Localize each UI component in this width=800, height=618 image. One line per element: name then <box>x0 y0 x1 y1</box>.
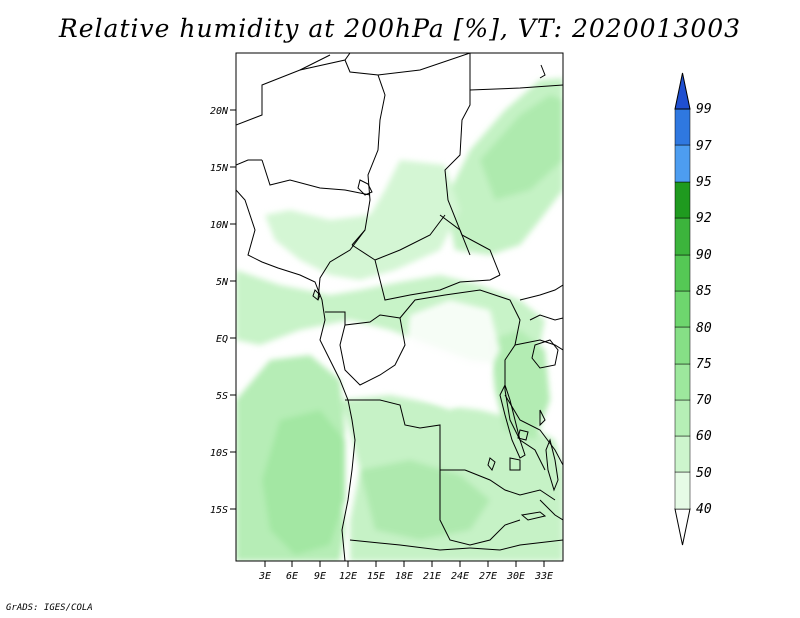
country-borders <box>236 53 563 561</box>
colorbar-label-60: 60 <box>696 429 712 444</box>
lon-label-15e: 15E <box>367 571 385 582</box>
lon-label-12e: 12E <box>339 571 357 582</box>
lon-label-9e: 9E <box>314 571 326 582</box>
colorbar-top-triangle <box>674 72 691 110</box>
colorbar-bottom-triangle <box>674 508 691 546</box>
coastline-west <box>236 189 356 561</box>
lon-label-3e: 3E <box>258 571 271 582</box>
humidity-region-central <box>265 160 460 280</box>
lat-label-eq: EQ <box>216 334 228 345</box>
lon-label-6e: 6E <box>286 571 298 582</box>
colorbar-label-50: 50 <box>696 466 712 481</box>
colorbar-segment-70 <box>674 363 691 401</box>
lake-victoria <box>531 339 559 369</box>
lake-tanganyika <box>499 383 526 459</box>
colorbar-segment-95 <box>674 144 691 183</box>
humidity-region-northeast-core <box>480 95 563 200</box>
humidity-region-lakes <box>490 330 550 440</box>
colorbar-segment-90 <box>674 217 691 256</box>
colorbar-label-40: 40 <box>696 502 712 517</box>
lat-label-10s: 10S <box>210 448 228 459</box>
lat-label-5s: 5S <box>216 391 228 402</box>
colorbar-label-85: 85 <box>696 284 712 299</box>
colorbar-segment-97 <box>674 108 691 146</box>
lon-label-30e: 30E <box>506 571 525 582</box>
colorbar-segment-75 <box>674 326 691 365</box>
humidity-region-far-south <box>360 460 490 540</box>
longitude-axis: 3E 6E 9E 12E 15E 18E 21E 24E 27E 30E 33E <box>258 561 553 582</box>
lon-label-33e: 33E <box>534 571 553 582</box>
colorbar-label-80: 80 <box>696 321 712 336</box>
lake-malawi <box>545 438 559 492</box>
lon-label-24e: 24E <box>451 571 469 582</box>
humidity-region-south-core <box>262 410 345 555</box>
colorbar: 40 50 60 70 75 80 85 90 92 95 97 99 <box>674 72 712 546</box>
colorbar-label-97: 97 <box>696 139 712 154</box>
colorbar-segment-80 <box>674 290 691 328</box>
colorbar-label-99: 99 <box>696 102 712 117</box>
grads-credit: GrADS: IGES/COLA <box>6 603 93 613</box>
colorbar-segment-50 <box>674 435 691 473</box>
map-frame <box>235 52 564 562</box>
colorbar-segment-40 <box>674 471 691 510</box>
lon-label-27e: 27E <box>479 571 497 582</box>
colorbar-label-90: 90 <box>696 248 712 263</box>
lat-label-5n: 5N <box>216 277 229 288</box>
colorbar-label-92: 92 <box>696 211 712 226</box>
latitude-axis: 20N 15N 10N 5N EQ 5S 10S 15S <box>210 106 236 516</box>
colorbar-segment-60 <box>674 399 691 437</box>
lon-label-21e: 21E <box>423 571 441 582</box>
colorbar-segment-92 <box>674 181 691 219</box>
lat-label-20n: 20N <box>210 106 229 117</box>
lon-label-18e: 18E <box>395 571 413 582</box>
colorbar-label-95: 95 <box>696 175 712 190</box>
lat-label-15s: 15S <box>210 505 228 516</box>
chart-title: Relative humidity at 200hPa [%], VT: 202… <box>58 14 742 43</box>
lat-label-10n: 10N <box>210 220 229 231</box>
colorbar-segment-85 <box>674 254 691 292</box>
lake-chad <box>357 179 373 196</box>
humidity-shading <box>236 78 563 561</box>
colorbar-label-75: 75 <box>696 357 712 372</box>
dry-region-basin <box>405 300 500 410</box>
colorbar-label-70: 70 <box>696 393 712 408</box>
lat-label-15n: 15N <box>210 163 229 174</box>
